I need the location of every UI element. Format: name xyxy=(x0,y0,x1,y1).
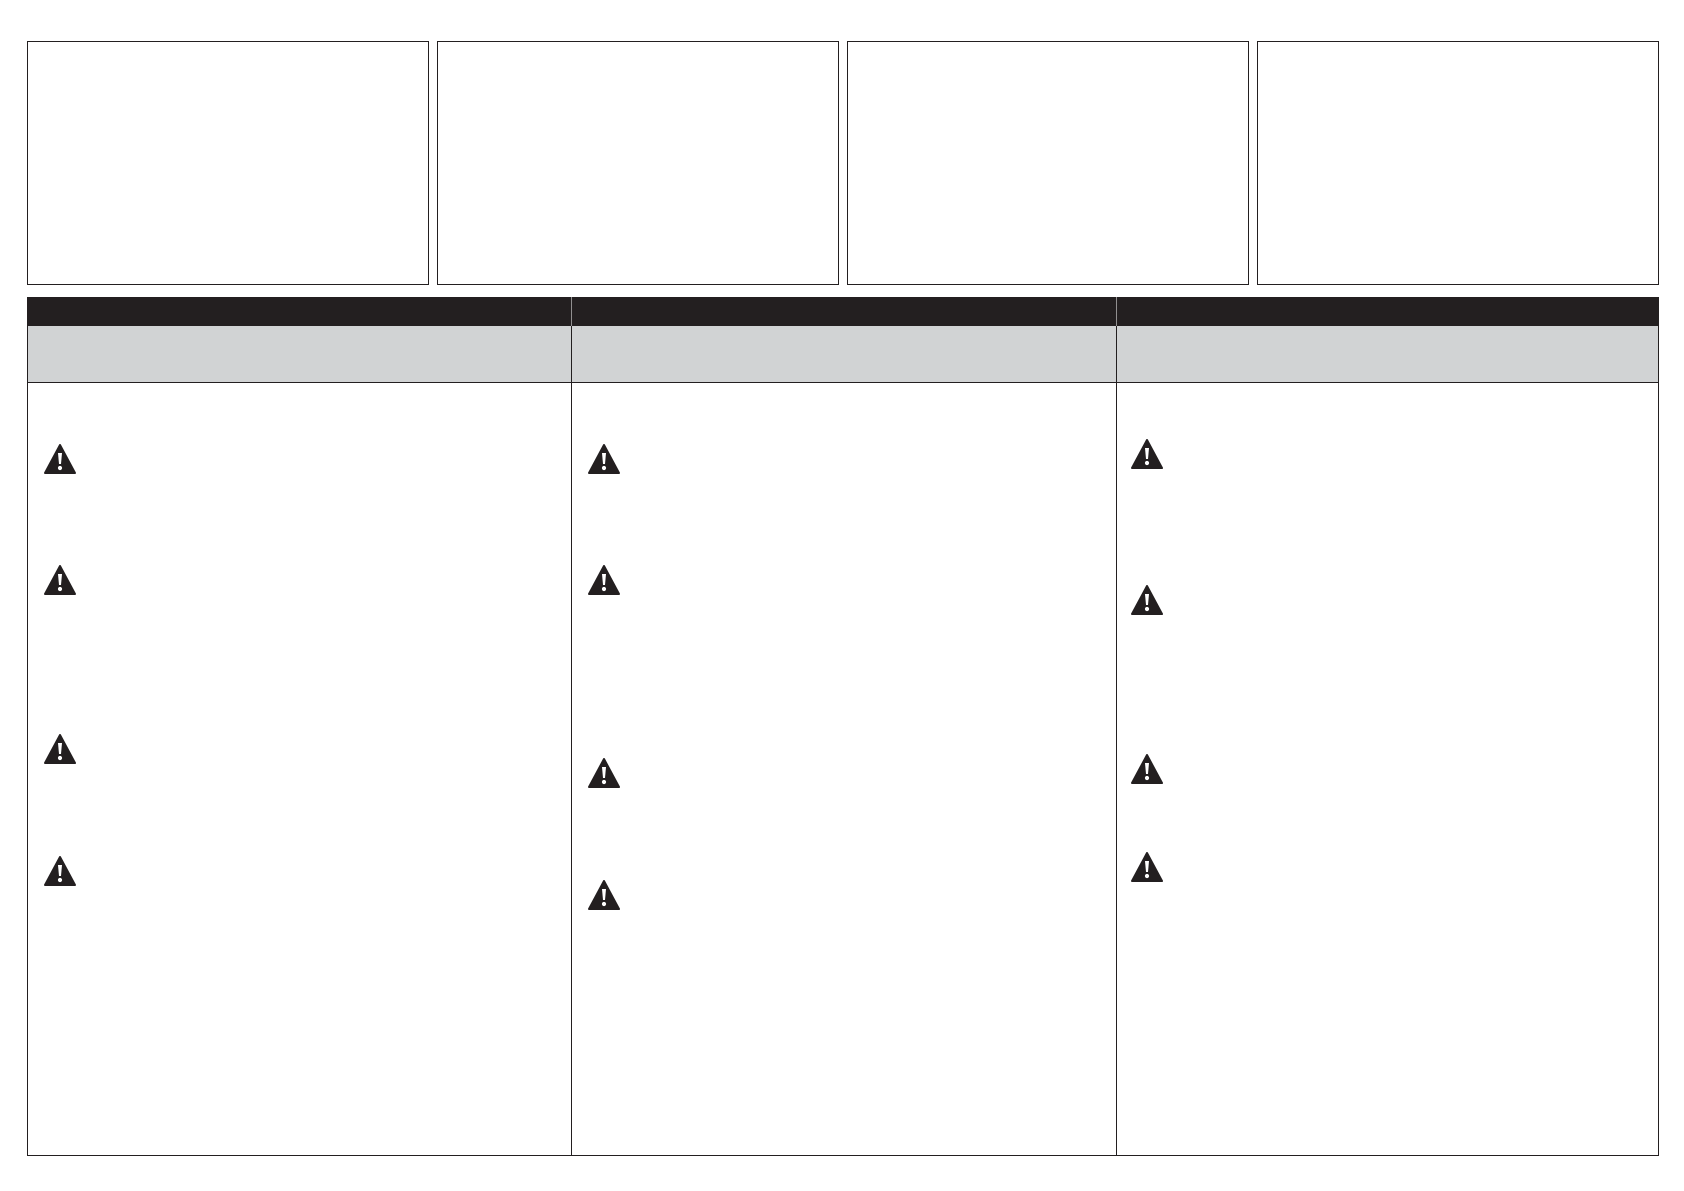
header-divider xyxy=(1116,297,1117,326)
warning-icon xyxy=(588,758,620,788)
warning-icon xyxy=(44,856,76,886)
warning-icon xyxy=(588,565,620,595)
warning-icon xyxy=(44,565,76,595)
warning-icon xyxy=(1131,585,1163,615)
image-frame xyxy=(27,41,429,285)
warning-icon xyxy=(1131,439,1163,469)
warning-icon xyxy=(44,734,76,764)
image-frame xyxy=(437,41,839,285)
warning-icon xyxy=(588,880,620,910)
warning-icon xyxy=(588,444,620,474)
image-frame xyxy=(847,41,1249,285)
table-header-bar xyxy=(27,297,1659,326)
warning-icon xyxy=(1131,754,1163,784)
column-divider xyxy=(1116,297,1117,1156)
warning-icon xyxy=(1131,852,1163,882)
image-frame xyxy=(1257,41,1659,285)
header-divider xyxy=(571,297,572,326)
warning-icon xyxy=(44,444,76,474)
table-subheader xyxy=(27,326,1659,383)
column-divider xyxy=(571,297,572,1156)
